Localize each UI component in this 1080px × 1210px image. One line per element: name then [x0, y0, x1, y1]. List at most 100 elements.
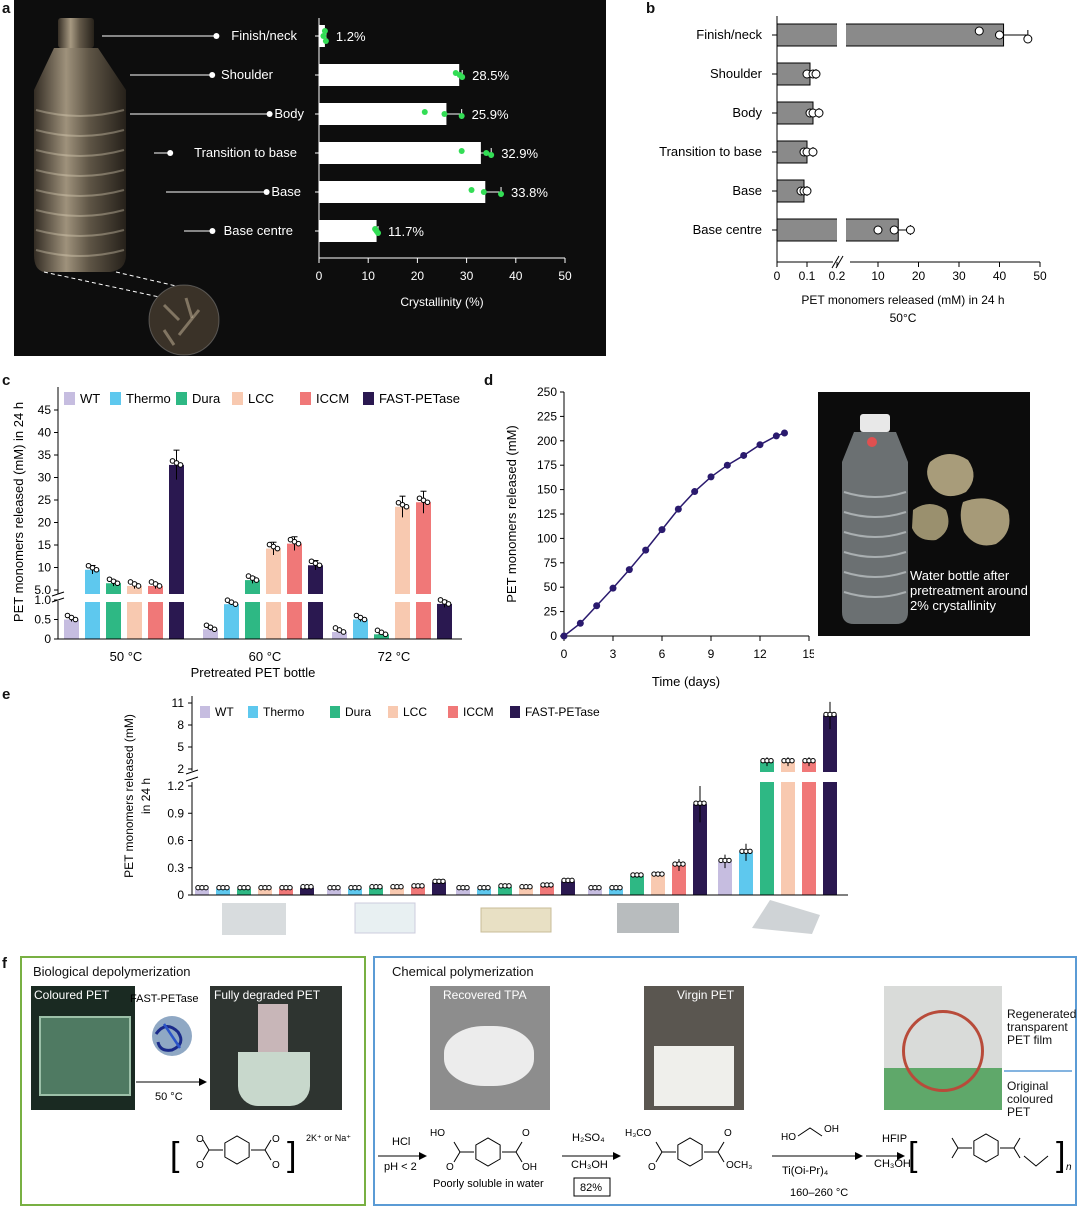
x-tick-label: 10 [362, 269, 376, 283]
pet-ester-right [1013, 1137, 1021, 1149]
data-point-base-centre [375, 230, 382, 236]
axis-break-gap [394, 594, 411, 602]
bar-iccm-group-1 [279, 888, 293, 895]
bracket-right: ] [287, 1136, 296, 1174]
degraded-pet-photo [210, 986, 342, 1110]
x-tick-label: 30 [952, 269, 966, 283]
bar-thermo-group-1 [216, 888, 230, 895]
axis-break-mark [185, 769, 199, 775]
y-tick-label: 15 [38, 538, 52, 552]
x-tick-label: 6 [659, 647, 666, 661]
repeat-n: n [1066, 1162, 1072, 1173]
data-point-iccm [419, 883, 425, 889]
y-tick-label: 0 [177, 888, 184, 902]
bar-iccm-group-2 [411, 886, 425, 895]
atom-label: O [522, 1128, 530, 1139]
y-tick-label: 1.2 [167, 779, 184, 793]
x-tick-label: 30 [460, 269, 474, 283]
bar-dura-72-c [374, 634, 389, 639]
data-point-fast-petase [445, 601, 452, 607]
atom-label: O [196, 1134, 204, 1145]
legend-label-wt: WT [80, 391, 100, 406]
y-tick-label: 25 [544, 605, 558, 619]
water-bottle-photo: Water bottle after pretreatment around 2… [818, 392, 1030, 636]
yield-label: 82% [580, 1182, 602, 1194]
data-point-shoulder [811, 69, 821, 79]
sample-thumb-2 [354, 902, 416, 934]
leader-dot-body [266, 111, 273, 117]
ester-left [655, 1151, 663, 1163]
data-point-thermo [747, 848, 753, 855]
x-tick-label: 0.1 [799, 269, 816, 283]
data-point [560, 632, 568, 640]
y-axis-label-2: in 24 h [139, 778, 153, 814]
ester-right [717, 1151, 725, 1163]
data-point [609, 584, 617, 592]
data-point-base [480, 189, 487, 195]
data-point-wt [596, 884, 602, 891]
data-point-wt [726, 857, 732, 864]
legend-swatch-wt [200, 706, 210, 718]
y-tick-label: 0 [550, 629, 557, 643]
ethylene-glycol-chain [797, 1127, 823, 1137]
legend-label-iccm: ICCM [463, 705, 494, 719]
y-tick-label: 20 [38, 516, 52, 530]
value-label-transition-to-base: 32.9% [501, 146, 538, 161]
axis-break-gap [780, 772, 796, 782]
y-tick-label: 250 [537, 385, 557, 399]
data-point-lcc [789, 757, 795, 764]
category-label-shoulder: Shoulder [710, 66, 763, 81]
category-label-shoulder: Shoulder [221, 67, 274, 82]
bar-base [319, 181, 486, 203]
ph-label: pH < 2 [384, 1161, 417, 1173]
panel-b-chart: Finish/neck Shoulder Body Transition to bas… [659, 16, 1047, 325]
coloured-pet-label: Coloured PET [34, 988, 110, 1002]
carboxylate-right [264, 1139, 272, 1151]
bar-dura-group-4 [630, 875, 644, 895]
data-point-dura [506, 883, 512, 889]
y-tick-label: 30 [38, 471, 52, 485]
atom-label: O [272, 1134, 280, 1145]
temp2-label: 160–260 °C [790, 1187, 848, 1199]
axis-break-gap [822, 772, 838, 782]
bottle-illustration [34, 18, 220, 356]
panel-label-d: d [484, 372, 494, 389]
y-tick-label: 0.6 [167, 834, 184, 848]
atom-label: OH [522, 1162, 537, 1173]
category-label-transition-to-base: Transition to base [659, 144, 762, 159]
data-point-lcc [266, 884, 272, 891]
h2so4-label: H₂SO₄ [572, 1132, 605, 1144]
data-point-transition-to-base [483, 150, 490, 156]
ester-left [655, 1141, 663, 1153]
y-tick-label: 75 [544, 556, 558, 570]
axis-break-gap [759, 772, 775, 782]
axis-break-gap [265, 594, 282, 602]
x-axis-label: Crystallinity (%) [400, 295, 483, 309]
data-point-iccm [548, 882, 554, 888]
panel-label-b: b [646, 0, 656, 17]
leader-dot-shoulder [209, 72, 216, 78]
data-point [576, 619, 584, 627]
axis-break-gap-base-centre [837, 218, 846, 242]
virgin-pet-photo [644, 986, 744, 1110]
y-tick-label: 5 [177, 740, 184, 754]
coloured-pet-photo [31, 986, 135, 1110]
legend-swatch-iccm [300, 392, 311, 405]
bracket-left: [ [908, 1136, 918, 1174]
legend-swatch-lcc [232, 392, 243, 405]
bar-fast-petase-60-c [308, 565, 323, 639]
pet-ester-right [1013, 1147, 1021, 1159]
atom-label: HO [781, 1132, 796, 1143]
y-tick-label: 125 [537, 507, 557, 521]
bar-wt-group-1 [195, 888, 209, 895]
x-tick-label: 12 [753, 647, 767, 661]
legend-swatch-fast-petase [510, 706, 520, 718]
data-point-thermo [361, 616, 368, 623]
bar-iccm-60-c [287, 543, 302, 639]
data-point-finish-neck [322, 38, 329, 44]
data-point [625, 566, 633, 574]
data-point-base [802, 186, 812, 196]
x-axis-label: Pretreated PET bottle [191, 665, 316, 680]
data-point-transition-to-base [458, 148, 465, 154]
value-label-shoulder: 28.5% [472, 68, 509, 83]
